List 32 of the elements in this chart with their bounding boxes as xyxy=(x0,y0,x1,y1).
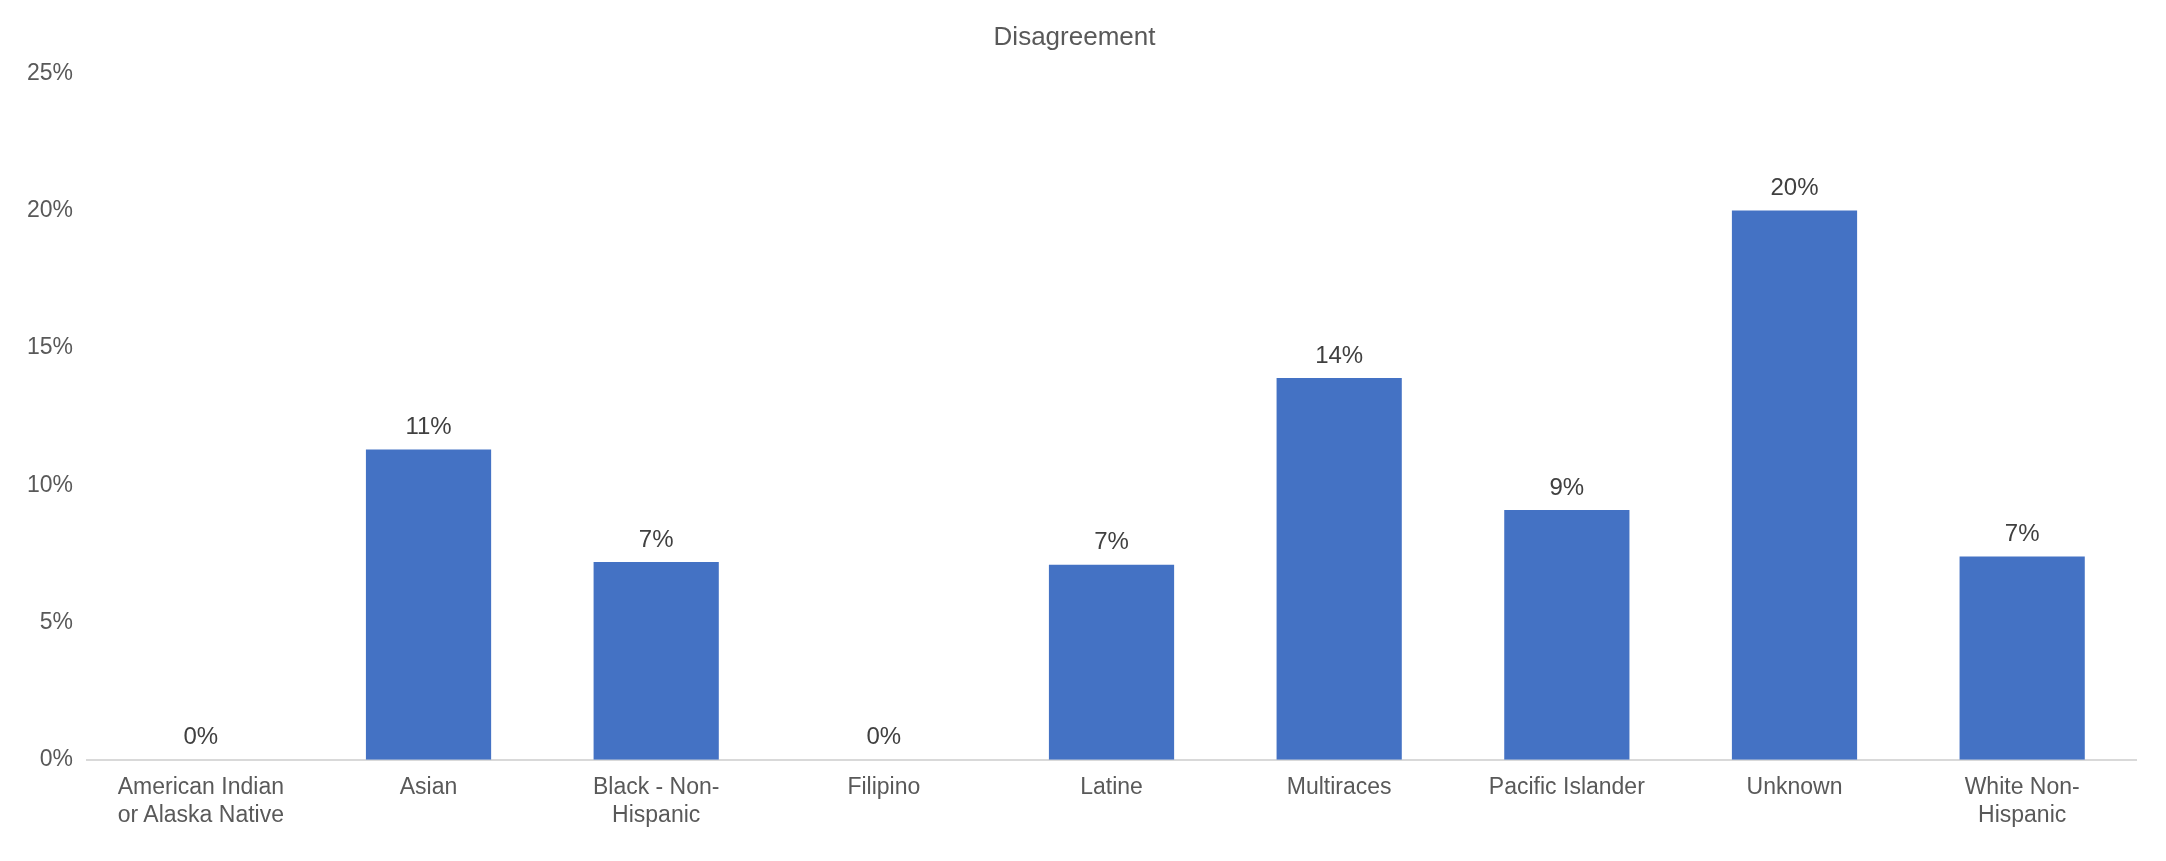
data-label: 0% xyxy=(183,722,219,750)
x-tick-label: Pacific Islander xyxy=(1488,772,1646,799)
data-label: 0% xyxy=(866,722,902,750)
x-tick-label: Latine xyxy=(1080,772,1143,799)
bar xyxy=(593,562,719,760)
chart-title: Disagreement xyxy=(993,20,1157,51)
data-label: 11% xyxy=(405,412,452,440)
x-tick-label: Black - Non-Hispanic xyxy=(592,772,720,827)
x-tick-label: Asian xyxy=(399,772,458,799)
bar xyxy=(1048,564,1175,760)
y-tick-label: 0% xyxy=(39,745,74,772)
bar xyxy=(1959,556,2085,760)
y-tick-label: 10% xyxy=(26,470,74,497)
bar xyxy=(1731,210,1858,760)
x-tick-label: Unknown xyxy=(1746,772,1843,799)
bar xyxy=(1504,509,1630,760)
y-tick-label: 20% xyxy=(26,195,74,222)
x-tick-label: Filipino xyxy=(847,772,921,799)
y-tick-label: 5% xyxy=(39,607,74,634)
bar xyxy=(365,449,492,760)
data-label: 20% xyxy=(1770,173,1819,201)
data-label: 14% xyxy=(1315,340,1364,368)
x-tick-label: Multiraces xyxy=(1286,772,1392,799)
x-tick-label: White Non-Hispanic xyxy=(1964,772,2080,827)
data-label: 7% xyxy=(1094,527,1129,555)
data-label: 9% xyxy=(1549,472,1585,500)
data-label: 7% xyxy=(2004,519,2040,547)
x-tick-label: American Indian or Alaska Native xyxy=(117,772,284,827)
data-label: 7% xyxy=(638,524,674,552)
bar xyxy=(1276,378,1402,760)
y-tick-label: 15% xyxy=(26,333,74,360)
y-tick-label: 25% xyxy=(26,58,74,85)
